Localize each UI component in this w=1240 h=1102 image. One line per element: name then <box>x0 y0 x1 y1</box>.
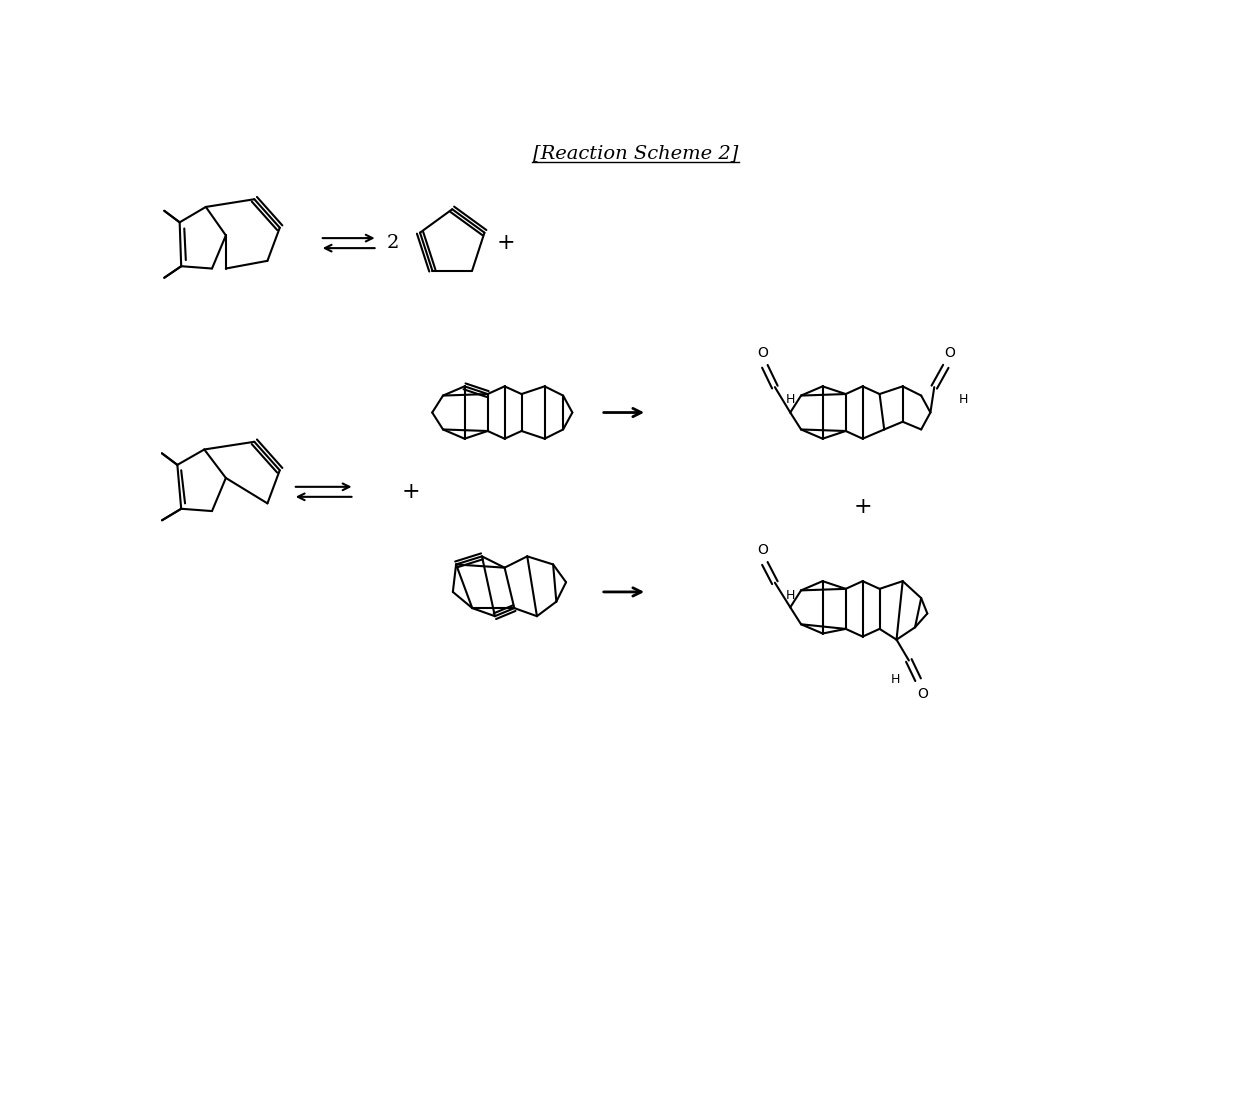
Text: H: H <box>890 673 900 687</box>
Text: O: O <box>944 346 955 360</box>
Text: +: + <box>853 496 872 518</box>
Text: +: + <box>497 233 516 255</box>
Text: O: O <box>918 687 929 701</box>
Text: H: H <box>786 588 795 602</box>
Text: O: O <box>758 346 768 360</box>
Text: O: O <box>758 543 768 558</box>
Text: H: H <box>959 393 968 406</box>
Text: +: + <box>402 480 420 503</box>
Text: [Reaction Scheme 2]: [Reaction Scheme 2] <box>533 144 738 162</box>
Text: 2: 2 <box>387 234 399 252</box>
Text: H: H <box>786 393 795 406</box>
